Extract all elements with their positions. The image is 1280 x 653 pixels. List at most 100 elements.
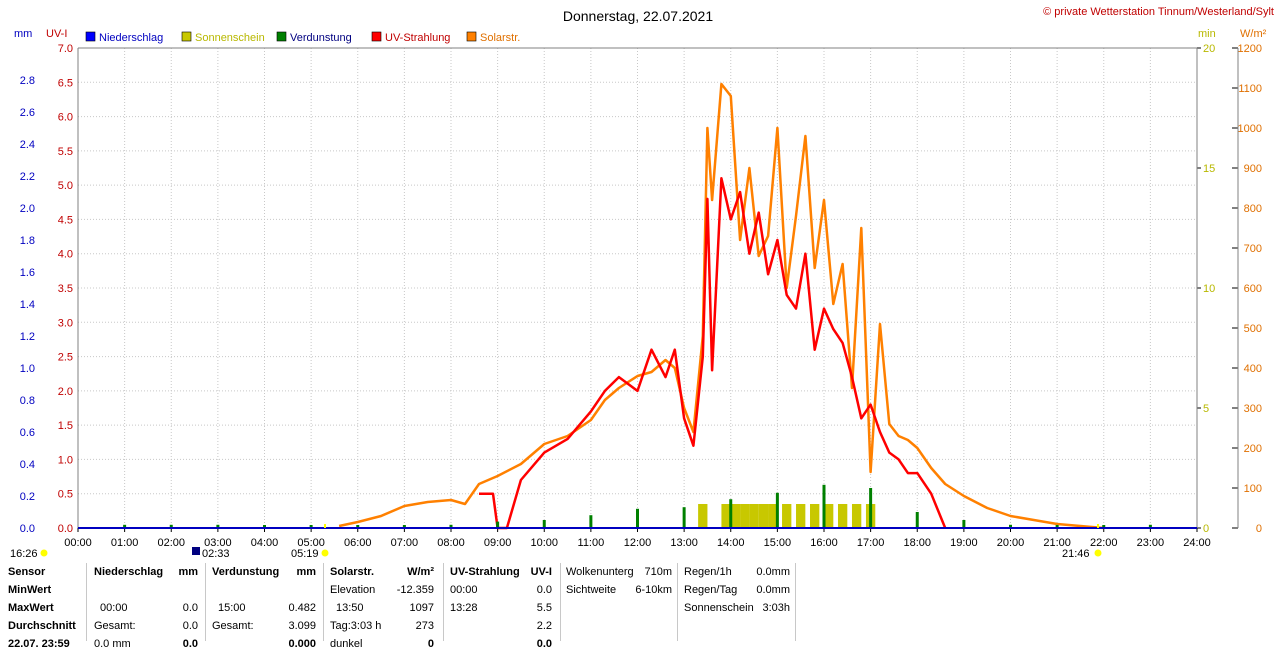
sunshine-bar [730,504,741,528]
label-timestamp: 22.07. 23:59 [8,638,70,650]
uvi-tick-label: 6.5 [58,77,73,89]
sonnenschein-value: 3:03h [762,602,790,614]
solar-series-line [338,82,1104,530]
x-tick-label: 01:00 [111,537,139,549]
legend-swatch [466,31,477,42]
copyright-text: © private Wetterstation Tinnum/Westerlan… [1043,6,1274,18]
wm2-tick-label: 500 [1244,323,1262,335]
wm2-tick-label: 900 [1244,163,1262,175]
uvi-tick-label: 1.0 [58,454,73,466]
sicht-value: 6-10km [635,584,672,596]
stats-wolken: Wolkenunterg 710m Sichtweite 6-10km [566,563,672,641]
sunset-time: 21:46 [1062,548,1090,560]
sunshine-bar [851,504,862,528]
sunrise-time: 05:19 [291,548,319,560]
mm-tick-label: 0.8 [20,395,35,407]
sunshine-bar [782,504,792,528]
solarstr-value: 0 [427,638,434,650]
sicht-label: Sichtweite [566,584,617,596]
uvi-tick-label: 3.0 [58,317,73,329]
solarstr-cell: 13:50 [336,602,364,614]
uvi-tick-label: 5.5 [58,146,73,158]
stats-verdunstung: Verdunstung mm 15:00 0.482 Gesamt: 3.099 0.… [212,563,318,650]
min-tick-label: 5 [1203,403,1209,415]
verdunstung-header: Verdunstung [212,566,280,578]
niederschlag-cell: 0.0 mm [94,638,131,650]
mm-tick-label: 2.6 [20,107,35,119]
x-tick-label: 10:00 [530,537,558,549]
niederschlag-value: 0.0 [182,620,198,632]
chart-title: Donnerstag, 22.07.2021 [563,8,713,24]
wm2-tick-label: 0 [1256,523,1262,535]
uv-cell: 00:00 [450,584,478,596]
x-tick-label: 08:00 [437,537,465,549]
uvi-tick-label: 2.5 [58,352,73,364]
legend-label: Solarstr. [480,32,520,44]
mm-tick-label: 2.0 [20,203,35,215]
x-tick-label: 02:00 [157,537,185,549]
plot-area: 00:00 01:00 02:00 03:00 04:00 05:00 06:00 07:00… [10,43,1262,560]
wm2-tick-label: 1200 [1238,43,1262,55]
legend-label: UV-Strahlung [385,32,450,44]
moon-time-left: 16:26 [10,548,38,560]
x-tick-label: 07:00 [391,537,419,549]
solarstr-value: 1097 [409,602,434,614]
sunset-icon [1094,549,1102,557]
uvi-tick-label: 3.5 [58,283,73,295]
legend-label: Niederschlag [99,32,163,44]
sunshine-bar [824,504,834,528]
regen1h-value: 0.0mm [756,566,790,578]
label-maxwert: MaxWert [8,602,54,614]
stats-table: Sensor MinWert MaxWert Durchschnitt 22.0… [0,563,1280,650]
niederschlag-value: 0.0 [182,638,198,650]
stats-niederschlag: Niederschlag mm 00:00 0.0 Gesamt: 0.0 0.0 m… [94,563,200,650]
x-tick-label: 06:00 [344,537,372,549]
mm-tick-label: 0.4 [20,459,35,471]
uv-header: UV-Strahlung [450,566,520,578]
wm2-tick-label: 200 [1244,443,1262,455]
solarstr-value: 273 [415,620,434,632]
legend-swatch [371,31,382,42]
min-tick-label: 0 [1203,523,1209,535]
mm-tick-label: 2.8 [20,75,35,87]
regentag-label: Regen/Tag [684,584,738,596]
uvi-tick-label: 5.0 [58,180,73,192]
x-tick-label: 17:00 [857,537,885,549]
verdunstung-cell: Gesamt: [212,620,254,632]
legend-swatch [181,31,192,42]
sunshine-bar [698,504,708,528]
label-durchschnitt: Durchschnitt [8,620,76,632]
uv-series-line [479,177,947,530]
niederschlag-cell: Gesamt: [94,620,136,632]
mm-tick-label: 2.2 [20,171,35,183]
x-tick-label: 18:00 [903,537,931,549]
x-tick-label: 24:00 [1183,537,1211,549]
x-tick-label: 09:00 [484,537,512,549]
wolken-label: Wolkenunterg [566,566,634,578]
min-tick-label: 20 [1203,43,1215,55]
unit-min: min [1198,28,1216,40]
wm2-tick-label: 100 [1244,483,1262,495]
x-tick-label: 16:00 [810,537,838,549]
wm2-tick-label: 700 [1244,243,1262,255]
x-tick-label: 20:00 [997,537,1025,549]
wm2-tick-label: 300 [1244,403,1262,415]
niederschlag-value: 0.0 [182,602,198,614]
stats-uv: UV-Strahlung UV-I 00:00 0.0 13:28 5.5 2.2 0… [450,563,554,650]
x-tick-label: 23:00 [1137,537,1165,549]
mm-tick-label: 0.0 [20,523,35,535]
verdunstung-cell: 15:00 [218,602,246,614]
legend-swatch [85,31,96,42]
wm2-tick-label: 600 [1244,283,1262,295]
niederschlag-cell: 00:00 [100,602,128,614]
x-tick-label: 05:00 [297,537,325,549]
wolken-value: 710m [644,566,672,578]
mm-tick-label: 0.6 [20,427,35,439]
x-tick-label: 11:00 [578,537,605,549]
moon-time-mid: 02:33 [202,548,230,560]
wm2-tick-label: 1100 [1238,83,1262,95]
weather-chart: Donnerstag, 22.07.2021 © private Wetters… [10,6,1274,560]
x-tick-label: 19:00 [950,537,978,549]
stats-regen: Regen/1h 0.0mm Regen/Tag 0.0mm Sonnenschei… [684,563,790,641]
sonnenschein-label: Sonnenschein [684,602,754,614]
